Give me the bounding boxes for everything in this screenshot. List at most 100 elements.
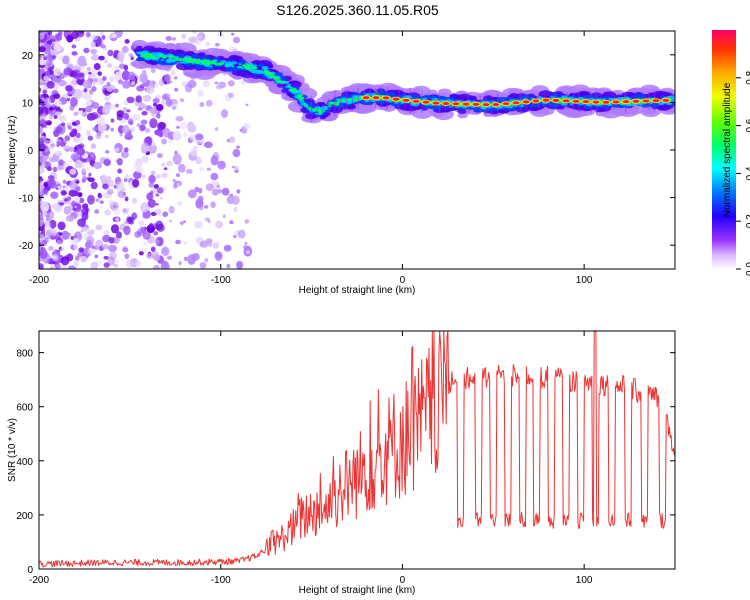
noise-speckle — [161, 246, 170, 256]
ridge-blob — [276, 80, 283, 84]
ridge-blob — [246, 64, 252, 67]
noise-speckle — [78, 107, 82, 111]
noise-speckle — [141, 154, 149, 164]
noise-speckle — [89, 89, 94, 95]
noise-speckle — [40, 201, 50, 213]
noise-speckle — [58, 232, 63, 236]
noise-speckle — [121, 188, 126, 192]
page-title: S126.2025.360.11.05.R05 — [276, 2, 439, 18]
noise-speckle — [115, 260, 119, 263]
ridge-core — [532, 99, 540, 103]
noise-speckle — [50, 264, 54, 268]
noise-speckle — [148, 143, 157, 154]
noise-speckle — [162, 211, 169, 218]
noise-speckle — [75, 119, 81, 125]
ridge-blob — [292, 92, 298, 95]
noise-speckle — [100, 174, 108, 184]
noise-speckle — [244, 219, 250, 224]
noise-speckle — [39, 220, 44, 227]
ridge-blob — [307, 102, 314, 106]
noise-speckle — [135, 95, 142, 103]
ridge-core — [512, 101, 520, 105]
noise-speckle — [55, 126, 63, 134]
noise-speckle — [51, 55, 57, 59]
ridge-core — [372, 96, 380, 100]
ridge-blob — [156, 48, 165, 53]
noise-speckle — [123, 147, 129, 153]
ridge-blob — [387, 91, 395, 96]
ridge-blob — [179, 61, 184, 64]
noise-speckle — [140, 202, 149, 213]
noise-speckle — [218, 81, 226, 89]
noise-speckle — [125, 259, 135, 269]
noise-speckle — [130, 80, 136, 85]
noise-speckle — [142, 69, 147, 76]
noise-speckle — [214, 81, 219, 85]
noise-speckle — [171, 37, 177, 41]
noise-speckle — [122, 80, 131, 89]
noise-speckle — [53, 115, 58, 119]
noise-speckle — [90, 160, 95, 167]
noise-speckle — [92, 126, 98, 132]
noise-speckle — [39, 192, 44, 197]
noise-speckle — [104, 134, 109, 139]
noise-speckle — [65, 215, 74, 222]
colorbar-tick-label: 0.6 — [745, 118, 750, 132]
noise-speckle — [39, 99, 42, 102]
noise-speckle — [138, 251, 144, 256]
noise-speckle — [141, 173, 146, 179]
noise-speckle — [74, 255, 80, 262]
noise-speckle — [111, 33, 117, 39]
ridge-blob — [150, 56, 154, 59]
y-tick-label: 400 — [16, 457, 33, 468]
noise-speckle — [56, 240, 62, 244]
ridge-blob — [311, 108, 315, 110]
noise-speckle — [236, 189, 241, 194]
ridge-blob — [450, 94, 458, 99]
noise-speckle — [91, 101, 100, 109]
noise-speckle — [106, 175, 112, 182]
noise-speckle — [187, 254, 196, 265]
noise-speckle — [153, 264, 160, 269]
noise-speckle — [177, 163, 186, 173]
noise-speckle — [115, 103, 119, 108]
noise-speckle — [81, 178, 86, 183]
noise-speckle — [148, 182, 155, 188]
noise-speckle — [183, 241, 187, 245]
noise-speckle — [217, 160, 226, 170]
colorbar-tick-label: 0.4 — [745, 166, 750, 180]
noise-speckle — [183, 256, 188, 261]
ridge-blob — [287, 85, 292, 88]
ridge-blob — [519, 104, 525, 108]
noise-speckle — [86, 229, 91, 233]
noise-speckle — [101, 117, 105, 121]
noise-speckle — [199, 206, 204, 211]
noise-speckle — [205, 41, 211, 47]
noise-speckle — [90, 261, 98, 269]
noise-speckle — [199, 166, 204, 172]
noise-speckle — [205, 99, 213, 107]
noise-speckle — [94, 254, 99, 259]
noise-speckle — [189, 133, 196, 141]
ridge-blob — [175, 57, 180, 60]
noise-speckle — [102, 112, 107, 116]
noise-speckle — [76, 147, 86, 156]
y-tick-label: -20 — [19, 241, 34, 252]
noise-speckle — [48, 106, 54, 111]
ridge-blob — [244, 62, 248, 65]
noise-speckle — [202, 80, 211, 88]
noise-speckle — [228, 136, 236, 143]
noise-speckle — [185, 168, 193, 174]
y-tick-label: 20 — [22, 51, 34, 62]
noise-speckle — [90, 53, 100, 61]
noise-speckle — [110, 127, 114, 132]
ridge-core — [492, 103, 500, 107]
noise-speckle — [114, 142, 123, 154]
ridge-blob — [643, 107, 656, 115]
x-tick-label: -200 — [29, 575, 49, 586]
noise-speckle — [105, 150, 110, 154]
noise-speckle — [121, 70, 131, 81]
noise-speckle — [179, 121, 188, 130]
noise-speckle — [73, 88, 82, 100]
ridge-blob — [269, 75, 275, 78]
